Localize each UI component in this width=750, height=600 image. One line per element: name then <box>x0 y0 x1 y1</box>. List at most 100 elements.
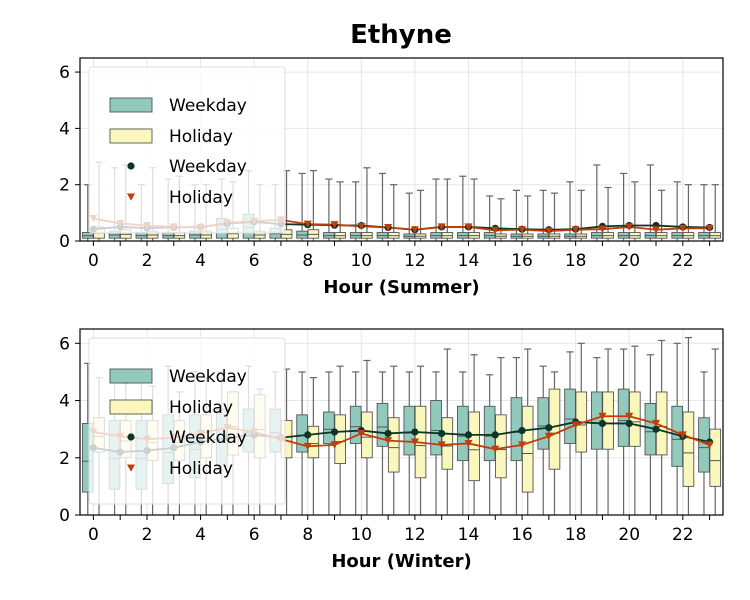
weekday-mean-point <box>518 426 526 435</box>
x-tick-label: 22 <box>672 525 694 545</box>
weekday-mean-point <box>652 425 660 433</box>
holiday-mean-point <box>544 227 553 235</box>
legend-label: Weekday <box>169 367 247 387</box>
x-tick-label: 10 <box>350 251 372 271</box>
weekday-mean-point <box>384 429 392 438</box>
legend-label: Holiday <box>169 188 233 208</box>
y-tick-label: 6 <box>59 334 70 354</box>
legend-label: Weekday <box>169 428 247 448</box>
winter-panel: Weekday Holiday Weekday Holiday 0 2 4 6 0 2 4 6 8 10 1… <box>59 328 724 572</box>
x-tick-label: 8 <box>302 251 313 271</box>
holiday-box <box>682 411 695 487</box>
holiday-mean-point <box>357 429 366 438</box>
holiday-mean-point <box>598 412 607 421</box>
legend-weekday-marker <box>127 162 135 170</box>
legend-holiday-swatch <box>109 399 153 415</box>
holiday-mean-point <box>384 437 393 445</box>
x-tick-label: 4 <box>195 525 206 545</box>
holiday-mean-point <box>544 432 553 441</box>
x-tick-label: 20 <box>618 251 640 271</box>
holiday-mean-point <box>598 225 607 233</box>
legend-label: Holiday <box>169 459 233 479</box>
x-tick-label: 8 <box>302 525 313 545</box>
legend-weekday-marker <box>127 433 135 441</box>
legend-label: Holiday <box>169 398 233 418</box>
axes-frame <box>79 57 724 242</box>
x-tick-label: 0 <box>88 525 99 545</box>
weekday-mean-point <box>545 424 553 432</box>
holiday-mean-point <box>625 223 634 231</box>
weekday-mean-point <box>464 431 473 439</box>
x-tick-label: 22 <box>672 251 694 271</box>
weekday-box <box>323 411 335 444</box>
legend-holiday-marker <box>127 193 135 201</box>
legend-holiday-marker <box>127 464 135 472</box>
weekday-box <box>617 388 630 447</box>
weekday-mean-point <box>411 428 419 436</box>
holiday-mean-point <box>705 224 714 233</box>
holiday-box <box>334 414 346 464</box>
x-tick-label: 12 <box>404 525 426 545</box>
x-tick-label: 6 <box>249 251 260 271</box>
legend-box <box>88 66 286 234</box>
holiday-mean-point <box>437 441 446 449</box>
x-tick-label: 14 <box>458 251 480 271</box>
holiday-mean-point <box>518 226 527 234</box>
holiday-mean-point <box>303 442 312 451</box>
x-axis-label: Hour (Winter) <box>331 551 471 572</box>
legend-weekday-swatch <box>109 97 153 113</box>
y-tick-label: 0 <box>59 232 70 252</box>
legend-box <box>88 337 286 505</box>
weekday-mean-point <box>438 429 446 438</box>
x-tick-label: 20 <box>618 525 640 545</box>
holiday-box <box>307 425 320 459</box>
x-tick-label: 6 <box>249 525 260 545</box>
holiday-mean-point <box>678 224 687 233</box>
holiday-mean-point <box>464 223 473 231</box>
holiday-mean-point <box>384 223 393 232</box>
holiday-box <box>387 417 400 473</box>
x-tick-label: 16 <box>511 525 533 545</box>
legend-label: Weekday <box>169 96 247 116</box>
holiday-mean-point <box>518 441 527 449</box>
axes-frame <box>79 328 724 516</box>
holiday-mean-point <box>652 226 661 234</box>
holiday-mean-point <box>437 223 446 231</box>
x-tick-label: 2 <box>142 251 153 271</box>
holiday-mean-point <box>464 439 473 448</box>
x-axis-label: Hour (Summer) <box>323 277 479 298</box>
holiday-mean-point <box>491 445 500 453</box>
holiday-mean-point <box>652 419 661 428</box>
y-tick-label: 6 <box>59 63 70 83</box>
legend-label: Weekday <box>169 157 247 177</box>
holiday-mean-point <box>303 220 312 228</box>
weekday-mean-point <box>491 431 499 439</box>
y-tick-label: 4 <box>59 119 70 139</box>
holiday-mean-point <box>678 431 687 439</box>
weekday-box <box>537 397 550 450</box>
holiday-mean-point <box>625 412 634 421</box>
y-tick-label: 4 <box>59 392 70 412</box>
holiday-mean-point <box>571 226 580 234</box>
x-tick-label: 18 <box>565 251 587 271</box>
y-tick-label: 2 <box>59 176 70 196</box>
x-tick-label: 10 <box>350 525 372 545</box>
weekday-box <box>564 388 576 444</box>
x-tick-label: 14 <box>458 525 480 545</box>
holiday-box <box>521 405 534 493</box>
weekday-box <box>349 405 362 444</box>
holiday-mean-point <box>330 441 339 449</box>
weekday-mean-point <box>598 419 607 428</box>
x-tick-label: 18 <box>565 525 587 545</box>
holiday-mean-point <box>410 438 419 446</box>
x-tick-label: 4 <box>195 251 206 271</box>
holiday-mean-point <box>330 221 339 229</box>
weekday-box <box>376 402 389 447</box>
x-tick-label: 0 <box>88 251 99 271</box>
holiday-mean-point <box>410 226 419 234</box>
holiday-mean-point <box>705 441 714 449</box>
x-tick-label: 2 <box>142 525 153 545</box>
weekday-box <box>430 400 442 456</box>
weekday-mean-point <box>330 428 339 436</box>
legend-label: Holiday <box>169 127 233 147</box>
